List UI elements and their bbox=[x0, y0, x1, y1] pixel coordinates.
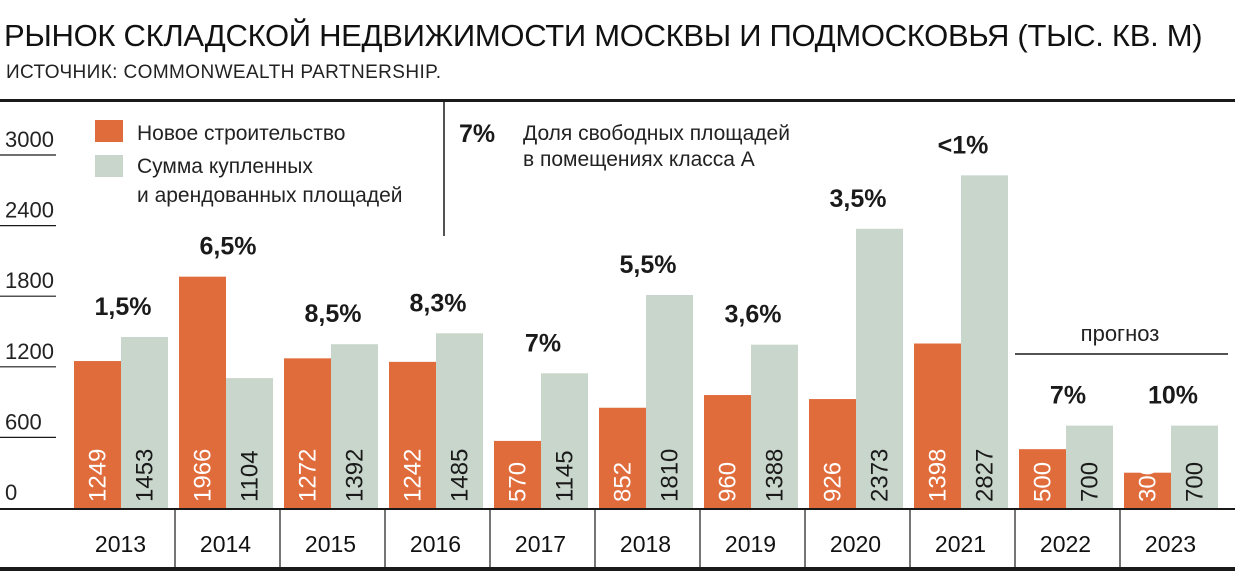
x-tick-label: 2023 bbox=[1145, 531, 1196, 557]
value-label-new: 926 bbox=[820, 462, 847, 502]
value-label-new: 570 bbox=[505, 462, 532, 502]
bar-bought-leased bbox=[226, 378, 273, 508]
bar-bought-leased bbox=[1066, 425, 1113, 508]
value-label-new: 852 bbox=[610, 462, 637, 502]
footer-rule bbox=[0, 567, 1235, 571]
value-label-sum: 1485 bbox=[447, 449, 474, 502]
value-label-new: 300 bbox=[1135, 462, 1162, 502]
vacancy-label: 3,6% bbox=[725, 301, 782, 329]
legend-share-symbol: 7% bbox=[459, 120, 495, 148]
legend-label-sum-1: Сумма купленных bbox=[137, 155, 313, 178]
value-label-new: 1272 bbox=[295, 449, 322, 502]
value-label-sum: 1388 bbox=[762, 449, 789, 502]
value-label-new: 500 bbox=[1030, 462, 1057, 502]
bars: 1249 1453 1,5% 1966 1104 6,5% 1272 1392 8,5% 1242… bbox=[74, 131, 1218, 509]
value-label-new: 1249 bbox=[85, 449, 112, 502]
bar-bought-leased bbox=[541, 373, 588, 508]
vacancy-label: 6,5% bbox=[200, 233, 257, 261]
bar-bought-leased bbox=[331, 344, 378, 508]
y-tick-label: 3000 bbox=[5, 127, 54, 152]
bar-bought-leased bbox=[646, 295, 693, 508]
legend: Новое строительство Сумма купленных и ар… bbox=[95, 102, 790, 236]
y-tick-label: 600 bbox=[5, 409, 42, 434]
vacancy-label: 8,5% bbox=[305, 300, 362, 328]
x-tick-label: 2017 bbox=[515, 531, 566, 557]
legend-label-new: Новое строительство bbox=[137, 122, 345, 145]
legend-share-line1: Доля свободных площадей bbox=[523, 122, 790, 145]
value-label-new: 1966 bbox=[190, 449, 217, 502]
value-label-sum: 2373 bbox=[867, 449, 894, 502]
y-tick-label: 1200 bbox=[5, 339, 54, 364]
bar-new-construction bbox=[1124, 472, 1171, 508]
value-label-new: 1398 bbox=[925, 449, 952, 502]
legend-swatch-new bbox=[95, 120, 123, 142]
y-tick-label: 2400 bbox=[5, 198, 54, 223]
bar-bought-leased bbox=[751, 344, 798, 508]
bar-bought-leased bbox=[121, 337, 168, 508]
value-label-sum: 1453 bbox=[132, 449, 159, 502]
value-label-sum: 1145 bbox=[552, 450, 579, 502]
bar-new-construction bbox=[74, 361, 121, 508]
bar-new-construction bbox=[914, 343, 961, 508]
x-tick-label: 2021 bbox=[935, 531, 986, 557]
value-label-sum: 2827 bbox=[972, 449, 999, 502]
x-axis: 2013 2014 2015 2016 2017 2018 2019 2020 2021 2022… bbox=[0, 508, 1235, 567]
x-tick-label: 2022 bbox=[1040, 531, 1091, 557]
legend-share-line2: в помещениях класса А bbox=[523, 148, 755, 171]
vacancy-label: 7% bbox=[1050, 382, 1086, 410]
bar-bought-leased bbox=[436, 333, 483, 508]
x-tick-label: 2018 bbox=[620, 531, 671, 557]
bar-new-construction bbox=[809, 399, 856, 508]
value-label-sum: 1810 bbox=[657, 449, 684, 502]
value-label-sum: 700 bbox=[1077, 462, 1104, 502]
x-tick-label: 2019 bbox=[725, 531, 776, 557]
y-tick-label: 1800 bbox=[5, 268, 54, 293]
vacancy-label: 1,5% bbox=[95, 293, 152, 321]
vacancy-label: 7% bbox=[525, 329, 561, 357]
legend-label-sum-2: и арендованных площадей bbox=[137, 184, 403, 207]
header-rule bbox=[0, 99, 1235, 102]
value-label-new: 960 bbox=[715, 462, 742, 502]
bar-new-construction bbox=[389, 361, 436, 508]
value-label-sum: 700 bbox=[1182, 462, 1209, 502]
bar-new-construction bbox=[494, 440, 541, 508]
value-label-sum: 1104 bbox=[237, 450, 264, 502]
bar-new-construction bbox=[179, 276, 226, 508]
chart-source: ИСТОЧНИК: COMMONWEALTH PARTNERSHIP. bbox=[6, 62, 442, 83]
vacancy-label: 10% bbox=[1148, 382, 1198, 410]
chart-title: РЫНОК СКЛАДСКОЙ НЕДВИЖИМОСТИ МОСКВЫ И ПО… bbox=[4, 18, 1203, 53]
bar-bought-leased bbox=[856, 228, 903, 509]
x-tick-label: 2015 bbox=[305, 531, 356, 557]
y-tick-label: 0 bbox=[5, 480, 17, 505]
bar-bought-leased bbox=[961, 175, 1008, 509]
x-tick-label: 2013 bbox=[95, 531, 146, 557]
bar-new-construction bbox=[1019, 449, 1066, 508]
bar-new-construction bbox=[704, 395, 751, 508]
vacancy-label: <1% bbox=[938, 131, 989, 159]
legend-swatch-sum bbox=[95, 155, 123, 177]
x-tick-label: 2014 bbox=[200, 531, 251, 557]
y-axis: 0 600 1200 1800 2400 3000 bbox=[0, 127, 56, 505]
bar-new-construction bbox=[284, 358, 331, 508]
x-tick-label: 2016 bbox=[410, 531, 461, 557]
x-tick-label: 2020 bbox=[830, 531, 881, 557]
value-label-sum: 1392 bbox=[342, 449, 369, 502]
bar-new-construction bbox=[599, 407, 646, 508]
value-label-new: 1242 bbox=[400, 449, 427, 502]
bar-bought-leased bbox=[1171, 425, 1218, 508]
vacancy-label: 3,5% bbox=[830, 185, 887, 213]
vacancy-label: 5,5% bbox=[620, 251, 677, 279]
forecast-label: прогноз bbox=[1081, 321, 1160, 346]
vacancy-label: 8,3% bbox=[410, 289, 467, 317]
